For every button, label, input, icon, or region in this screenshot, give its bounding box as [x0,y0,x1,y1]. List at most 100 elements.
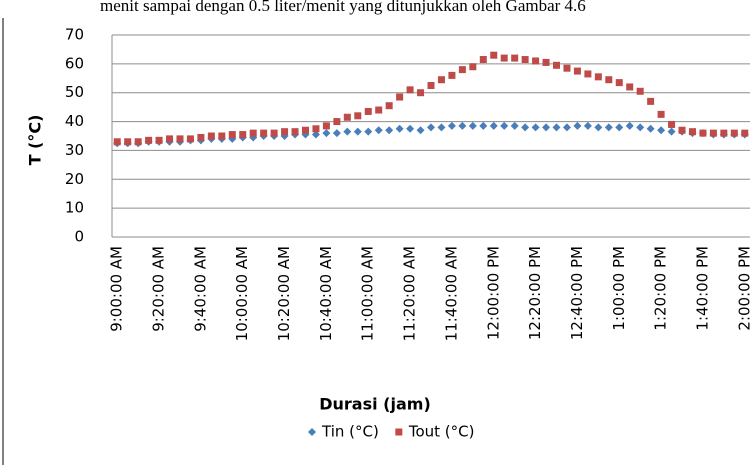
data-point [364,107,372,115]
data-point [521,56,529,64]
data-point [615,123,624,132]
y-tick-label: 40 [65,112,84,130]
data-point [636,123,645,132]
data-point [583,121,592,130]
x-tick-label: 11:00:00 AM [359,246,377,341]
data-point [427,123,435,132]
data-point [647,97,655,105]
context-text: menit sampai dengan 0.5 liter/menit yang… [100,0,586,15]
data-point [437,76,445,84]
x-axis-title: Durasi (jam) [319,395,431,414]
data-point [479,56,487,64]
x-tick-label: 9:20:00 AM [150,246,168,332]
data-point [312,125,320,133]
data-point [395,124,404,133]
data-point [573,67,581,75]
data-point [573,121,582,130]
x-tick-label: 9:00:00 AM [108,246,126,332]
y-tick-label: 30 [65,141,84,159]
data-point [239,131,247,139]
data-point [741,129,749,137]
y-tick-label: 0 [74,228,84,246]
legend-label: Tin (°C) [321,423,379,441]
data-point [562,123,571,132]
data-point [176,135,184,143]
x-tick-label: 12:00:00 PM [484,246,502,340]
data-point [688,128,696,136]
data-point [594,73,602,81]
data-point [374,126,383,135]
x-tick-label: 2:00:00 PM [735,246,750,331]
x-tick-label: 11:20:00 AM [401,246,419,341]
data-point [375,106,383,114]
data-point [667,127,676,136]
data-point [385,102,393,110]
data-point [249,129,257,137]
data-point [489,121,498,130]
y-tick-label: 10 [65,199,84,217]
data-point [730,129,738,137]
data-point [542,58,550,66]
data-point [332,129,341,138]
x-tick-label: 12:40:00 PM [568,246,586,340]
data-point [218,132,226,140]
data-point [322,129,331,138]
data-point [657,110,665,118]
y-axis-title: T (°C) [26,115,45,166]
data-point [396,93,404,101]
data-point [625,121,634,130]
y-tick-label: 70 [65,26,84,44]
data-point [427,82,435,89]
x-tick-label: 11:40:00 AM [442,246,460,341]
data-point [531,123,540,132]
data-point [657,126,666,135]
data-point [281,128,289,136]
data-point [646,124,655,133]
data-point [343,127,352,136]
data-point [437,123,446,132]
legend-marker [395,428,403,436]
data-point [510,121,519,130]
data-point [448,71,456,79]
data-point [636,87,644,95]
y-tick-label: 50 [65,83,84,101]
data-point [532,57,540,65]
data-point [604,123,613,132]
data-point [500,121,509,130]
data-point [490,51,498,59]
data-point [260,129,268,137]
data-point [447,121,456,130]
data-point [186,135,194,143]
data-point [333,118,341,126]
data-point [155,136,163,144]
x-tick-label: 10:20:00 AM [275,246,293,341]
y-tick-label: 20 [65,170,84,188]
data-point [301,126,309,134]
data-point [353,127,362,136]
data-point [291,128,299,136]
data-point [699,129,707,137]
data-point [709,129,717,137]
x-tick-label: 1:20:00 PM [652,246,670,331]
data-point [311,130,320,139]
y-tick-label: 60 [65,54,84,72]
data-point [553,61,561,69]
data-point [207,132,215,140]
data-point [343,113,351,121]
legend-marker [308,428,316,436]
data-point [584,70,592,78]
data-point [124,138,132,146]
x-tick-label: 12:20:00 PM [526,246,544,340]
data-point [228,131,236,139]
data-point [542,123,551,132]
data-point [406,124,415,133]
data-point [468,121,477,130]
legend-label: Tout (°C) [408,423,475,441]
data-point [479,121,488,130]
data-point [134,138,142,146]
data-point [500,54,508,62]
data-point [322,122,330,130]
data-point [720,129,728,137]
